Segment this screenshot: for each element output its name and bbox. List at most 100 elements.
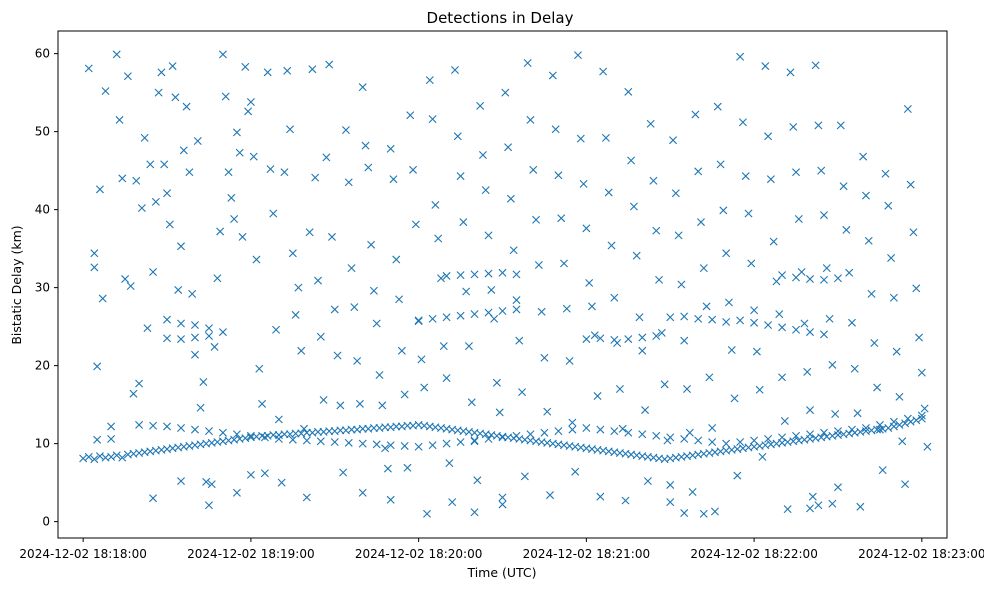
data-point [501,88,510,97]
data-point [487,285,496,294]
data-point [568,425,577,434]
data-point [269,431,278,440]
data-point [571,467,580,476]
data-point [344,178,353,187]
data-point [702,302,711,311]
data-point [540,353,549,362]
data-point [330,305,339,314]
data-point [397,346,406,355]
data-point [450,66,459,74]
data-point [803,367,812,376]
data-point [395,295,404,304]
data-point [518,388,527,397]
data-point [146,160,155,169]
data-point [238,232,247,241]
data-point [666,313,675,322]
data-point [163,189,172,198]
data-point [160,160,169,169]
data-point [873,383,882,392]
data-point [778,433,787,442]
data-point [484,434,493,443]
data-point [386,495,395,504]
data-point [107,452,116,461]
data-point [325,60,334,69]
data-point [660,380,669,389]
data-point [604,188,613,197]
data-point [244,107,253,116]
data-point [498,433,507,442]
data-point [638,430,647,439]
data-point [439,342,448,351]
data-point [512,296,521,305]
data-point [93,362,102,371]
data-point [361,141,370,150]
data-point [512,270,521,279]
data-point [333,351,342,360]
data-point [149,421,158,430]
data-point [688,487,697,496]
data-point [853,409,862,418]
data-point [786,68,795,77]
data-point [149,268,158,277]
data-point [241,62,250,71]
data-point [898,437,907,446]
data-point [671,189,680,198]
data-point [842,225,851,234]
data-point [523,58,532,67]
data-point [889,293,898,302]
data-point [163,315,172,324]
data-point [305,228,314,237]
data-point [204,427,213,436]
data-point [101,87,110,96]
data-point [820,428,828,437]
data-point [652,331,661,340]
data-point [906,180,915,189]
data-point [84,64,93,73]
data-point [260,433,269,442]
data-point [520,472,529,481]
data-point [917,414,926,423]
data-point [135,379,144,388]
data-point [325,427,334,436]
data-point [327,232,336,241]
data-point [196,403,205,412]
data-point [498,307,507,316]
data-point [154,88,163,97]
data-point [98,294,107,303]
data-point [825,314,834,323]
data-point [724,298,733,307]
data-point [582,224,591,233]
data-point [850,364,859,373]
data-point [126,282,135,291]
data-point [806,275,815,284]
data-point [350,303,359,312]
data-point [831,409,840,418]
data-point [554,427,563,436]
chart-title: Detections in Delay [427,9,574,27]
data-point [216,227,225,236]
data-point [596,334,605,343]
data-point [610,427,619,436]
data-point [336,401,345,410]
x-tick-label: 2024-12-02 18:19:00 [187,547,314,561]
data-point [319,395,328,404]
data-point [638,333,647,342]
data-point [901,480,910,489]
data-point [579,179,588,188]
data-point [624,335,633,344]
data-point [833,427,842,436]
data-point [822,264,831,273]
data-point [744,209,753,218]
data-point [766,175,775,184]
data-point [151,197,160,206]
data-point [923,442,932,451]
data-point [719,206,728,215]
data-point [540,428,549,437]
data-point [498,268,507,277]
y-tick-label: 30 [35,281,50,295]
y-tick-label: 20 [35,359,50,373]
data-point [308,65,317,74]
plot-area [79,50,932,518]
data-point [367,240,376,249]
data-point [861,191,870,200]
